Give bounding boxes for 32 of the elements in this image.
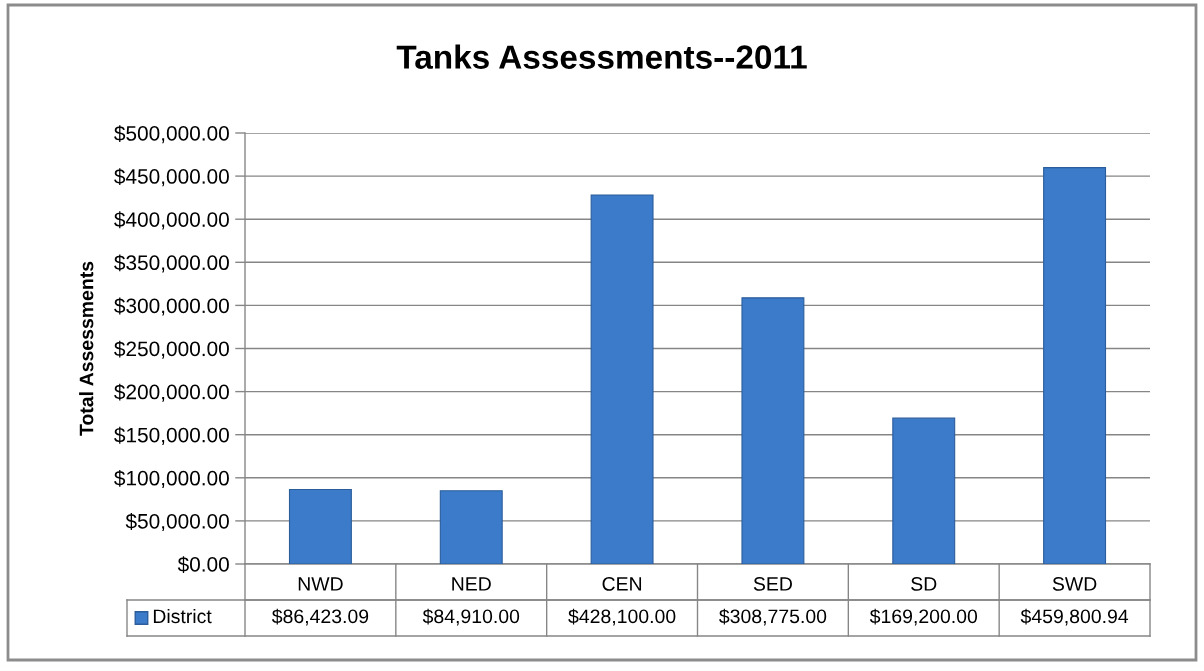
y-axis-title: Total Assessments bbox=[79, 261, 94, 436]
y-tick-label: $150,000.00 bbox=[114, 426, 229, 445]
x-tick-label: NED bbox=[452, 577, 491, 591]
x-tick-label: SED bbox=[753, 577, 792, 591]
y-tick-label: $400,000.00 bbox=[114, 211, 229, 230]
x-tick-label: SWD bbox=[1052, 577, 1097, 591]
data-label: $308,775.00 bbox=[719, 608, 827, 626]
bar bbox=[288, 488, 352, 564]
data-label: $428,100.00 bbox=[568, 608, 676, 626]
legend-label: District bbox=[153, 608, 212, 624]
data-label: $84,910.00 bbox=[422, 608, 520, 626]
x-tick-label: NWD bbox=[298, 577, 343, 591]
y-tick-label: $0.00 bbox=[177, 556, 229, 573]
bar bbox=[439, 490, 503, 564]
y-tick-label: $450,000.00 bbox=[114, 168, 229, 187]
y-tick-label: $200,000.00 bbox=[114, 383, 229, 402]
data-label: $169,200.00 bbox=[869, 608, 978, 626]
y-tick-label: $500,000.00 bbox=[114, 125, 229, 144]
bar bbox=[1043, 167, 1107, 564]
data-label: $86,423.09 bbox=[271, 608, 369, 626]
data-label: $459,800.94 bbox=[1020, 608, 1129, 626]
y-tick-label: $350,000.00 bbox=[114, 254, 229, 273]
chart-title: Tanks Assessments--2011 bbox=[396, 44, 807, 69]
y-tick-label: $250,000.00 bbox=[114, 340, 229, 359]
y-tick-label: $300,000.00 bbox=[114, 297, 229, 316]
x-tick-label: CEN bbox=[602, 577, 642, 591]
y-tick-label: $100,000.00 bbox=[114, 469, 229, 489]
x-tick-label: SD bbox=[911, 577, 937, 591]
bar bbox=[892, 417, 956, 564]
y-tick-label: $50,000.00 bbox=[125, 513, 229, 532]
bar bbox=[741, 297, 805, 564]
bar bbox=[590, 194, 654, 564]
